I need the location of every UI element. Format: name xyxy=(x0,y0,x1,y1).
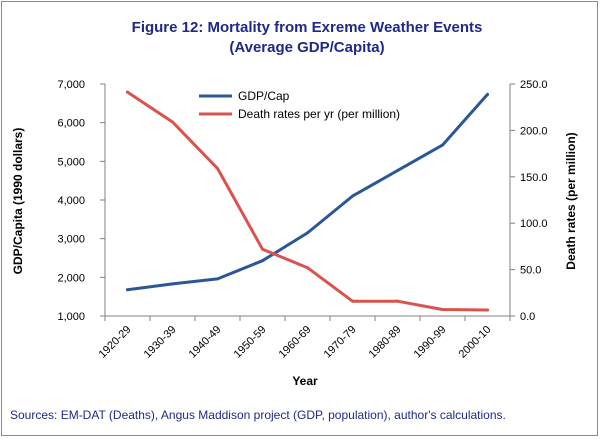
x-tick-label: 1990-99 xyxy=(412,324,449,361)
series-line-gdp-cap xyxy=(126,92,489,292)
series-point-gdp-cap xyxy=(351,194,354,198)
series-point-death-rates xyxy=(261,247,264,251)
chart-subtitle: (Average GDP/Capita) xyxy=(229,39,384,56)
series-point-death-rates xyxy=(306,266,309,270)
x-axis-label: Year xyxy=(292,374,318,388)
x-tick-label: 1980-89 xyxy=(367,324,404,361)
series-point-gdp-cap xyxy=(396,169,399,173)
series-point-gdp-cap xyxy=(306,231,309,235)
series-point-gdp-cap xyxy=(486,92,489,96)
x-tick-label: 2000-10 xyxy=(457,324,494,361)
y-right-tick-label: 50.0 xyxy=(520,265,541,277)
y-left-tick-label: 1,000 xyxy=(57,311,85,323)
y-axis-left-label: GDP/Capita (1990 dollars) xyxy=(11,128,25,275)
y-left-tick-label: 4,000 xyxy=(57,195,85,207)
series-point-gdp-cap xyxy=(261,259,264,263)
series-point-gdp-cap xyxy=(171,282,174,286)
x-tick-label: 1940-49 xyxy=(187,324,224,361)
legend-label-gdp-cap: GDP/Cap xyxy=(238,89,290,103)
axes: 1,000 2,000 3,000 4,000 5,000 6,000 7,000 0.0 50… xyxy=(57,79,547,361)
series-point-death-rates xyxy=(441,308,444,312)
source-note: Sources: EM-DAT (Deaths), Angus Maddison… xyxy=(10,408,506,422)
legend-label-death-rates: Death rates per yr (per million) xyxy=(238,107,400,121)
y-left-tick-label: 5,000 xyxy=(57,156,85,168)
series-point-death-rates xyxy=(351,299,354,303)
x-tick-label: 1950-59 xyxy=(232,324,269,361)
x-tick-label: 1920-29 xyxy=(97,324,134,361)
y-left-tick-label: 2,000 xyxy=(57,272,85,284)
series-point-gdp-cap xyxy=(441,143,444,147)
series-point-gdp-cap xyxy=(126,288,129,292)
y-right-tick-label: 100.0 xyxy=(520,218,548,230)
series-point-death-rates xyxy=(126,90,129,94)
y-right-tick-label: 250.0 xyxy=(520,79,548,91)
x-tick-label: 1970-79 xyxy=(322,324,359,361)
x-tick-label: 1930-39 xyxy=(142,324,179,361)
series-line-death-rates xyxy=(126,90,489,312)
y-right-tick-label: 150.0 xyxy=(520,172,548,184)
legend: GDP/Cap Death rates per yr (per million) xyxy=(199,89,400,121)
y-left-tick-label: 3,000 xyxy=(57,234,85,246)
y-left-tick-label: 7,000 xyxy=(57,79,85,91)
x-tick-label: 1960-69 xyxy=(277,324,314,361)
y-right-tick-label: 0.0 xyxy=(520,311,535,323)
series-point-gdp-cap xyxy=(216,277,219,281)
series-point-death-rates xyxy=(216,166,219,170)
series-point-death-rates xyxy=(486,308,489,312)
y-left-tick-label: 6,000 xyxy=(57,118,85,130)
series-point-death-rates xyxy=(171,120,174,124)
series-point-death-rates xyxy=(396,299,399,303)
y-right-tick-label: 200.0 xyxy=(520,125,548,137)
chart-title: Figure 12: Mortality from Exreme Weather… xyxy=(132,19,483,36)
y-axis-right-label: Death rates (per million) xyxy=(564,132,578,269)
series-layer xyxy=(126,90,489,312)
